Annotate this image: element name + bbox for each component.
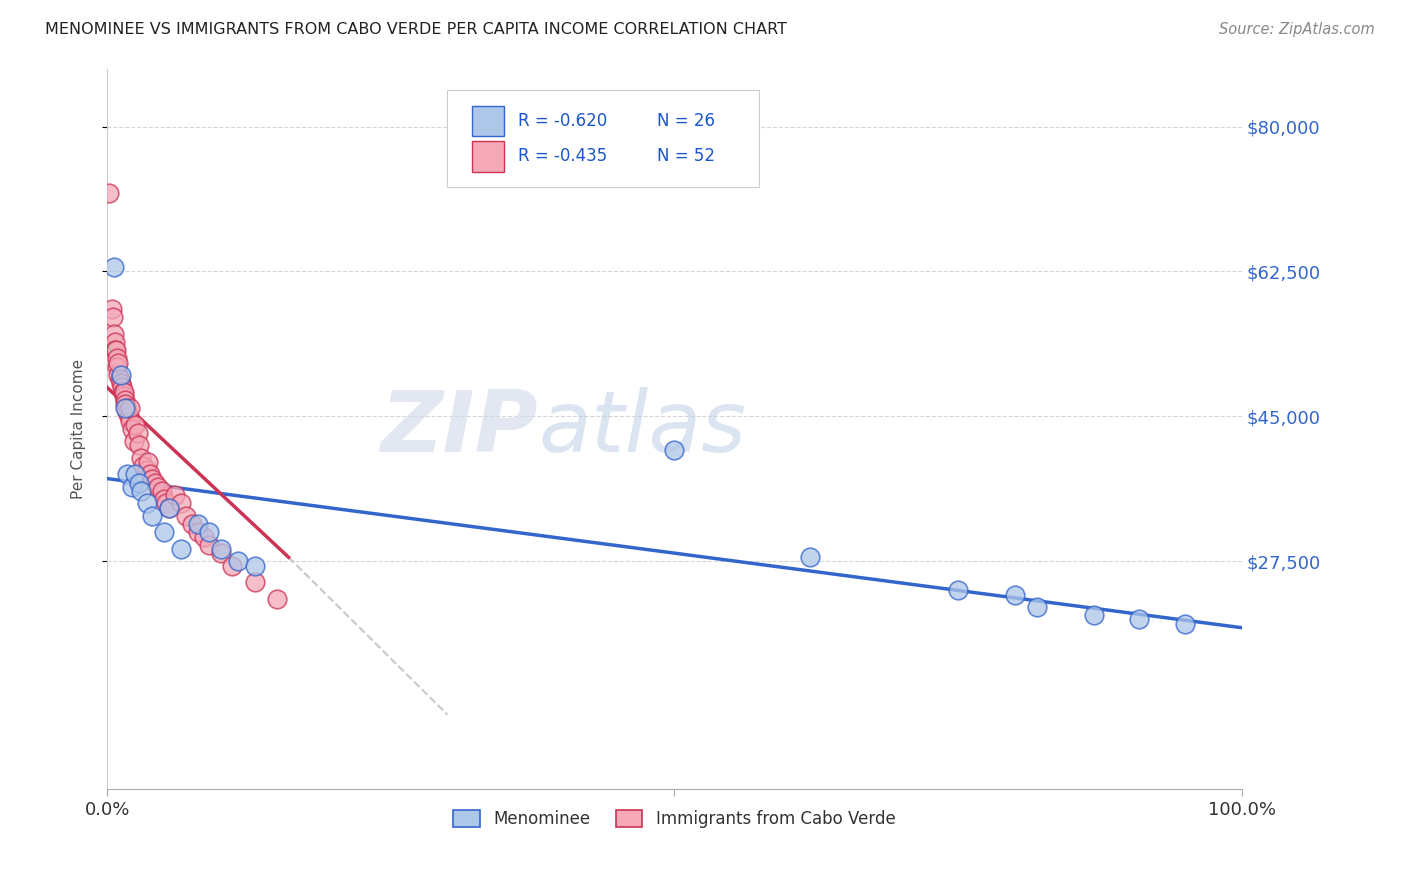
Point	[143, 475, 166, 490]
Text: R = -0.435: R = -0.435	[517, 147, 607, 165]
Point	[1174, 616, 1197, 631]
Bar	[472, 106, 505, 136]
Point	[103, 326, 125, 341]
Point	[104, 334, 127, 349]
Point	[104, 343, 127, 358]
Point	[176, 508, 198, 523]
Point	[129, 450, 152, 465]
Point	[118, 401, 141, 416]
Point	[799, 550, 821, 565]
Point	[170, 541, 193, 556]
Point	[226, 554, 249, 568]
Point	[107, 356, 129, 370]
Text: N = 52: N = 52	[658, 147, 716, 165]
Point	[946, 583, 969, 598]
Point	[105, 359, 128, 374]
Point	[121, 422, 143, 436]
Point	[1128, 612, 1150, 626]
Point	[141, 508, 163, 523]
Point	[135, 463, 157, 477]
Text: Source: ZipAtlas.com: Source: ZipAtlas.com	[1219, 22, 1375, 37]
Point	[112, 384, 135, 399]
Point	[129, 483, 152, 498]
Point	[114, 392, 136, 407]
Point	[117, 405, 139, 419]
Point	[108, 372, 131, 386]
Point	[187, 517, 209, 532]
Text: N = 26: N = 26	[658, 112, 716, 130]
Point	[139, 467, 162, 482]
Point	[187, 525, 209, 540]
Point	[150, 483, 173, 498]
Point	[105, 351, 128, 366]
Point	[127, 425, 149, 440]
Point	[124, 434, 146, 449]
Point	[135, 496, 157, 510]
Point	[155, 496, 177, 510]
Point	[117, 409, 139, 424]
Point	[198, 525, 221, 540]
Point	[114, 401, 136, 416]
Point	[98, 186, 121, 200]
Point	[165, 488, 187, 502]
Point	[136, 455, 159, 469]
Point	[110, 376, 132, 391]
Point	[243, 575, 266, 590]
Point	[110, 368, 132, 382]
Point	[181, 517, 204, 532]
Point	[124, 467, 146, 482]
Point	[107, 368, 129, 382]
Point	[209, 541, 232, 556]
Point	[146, 480, 169, 494]
Text: ZIP: ZIP	[381, 387, 538, 470]
Point	[221, 558, 243, 573]
Point	[118, 414, 141, 428]
Bar	[472, 141, 505, 171]
Point	[124, 417, 146, 432]
Text: atlas: atlas	[538, 387, 747, 470]
Point	[112, 389, 135, 403]
Point	[159, 500, 181, 515]
Point	[128, 438, 150, 452]
Point	[1026, 599, 1049, 614]
Text: MENOMINEE VS IMMIGRANTS FROM CABO VERDE PER CAPITA INCOME CORRELATION CHART: MENOMINEE VS IMMIGRANTS FROM CABO VERDE …	[45, 22, 787, 37]
Text: R = -0.620: R = -0.620	[517, 112, 607, 130]
Point	[115, 401, 138, 416]
Point	[101, 310, 124, 324]
Point	[105, 343, 128, 358]
Point	[117, 467, 139, 482]
Point	[114, 397, 136, 411]
Point	[1004, 588, 1026, 602]
Y-axis label: Per Capita Income: Per Capita Income	[72, 359, 86, 499]
Point	[243, 558, 266, 573]
Point	[111, 384, 134, 399]
Point	[1083, 608, 1105, 623]
Point	[170, 496, 193, 510]
FancyBboxPatch shape	[447, 90, 759, 187]
Point	[198, 538, 221, 552]
Point	[153, 492, 176, 507]
Legend: Menominee, Immigrants from Cabo Verde: Menominee, Immigrants from Cabo Verde	[447, 804, 901, 835]
Point	[141, 472, 163, 486]
Point	[103, 260, 125, 275]
Point	[193, 530, 215, 544]
Point	[132, 459, 155, 474]
Point	[159, 500, 181, 515]
Point	[266, 591, 288, 606]
Point	[209, 546, 232, 560]
Point	[664, 442, 686, 457]
Point	[128, 475, 150, 490]
Point	[111, 380, 134, 394]
Point	[153, 525, 176, 540]
Point	[121, 480, 143, 494]
Point	[100, 301, 122, 316]
